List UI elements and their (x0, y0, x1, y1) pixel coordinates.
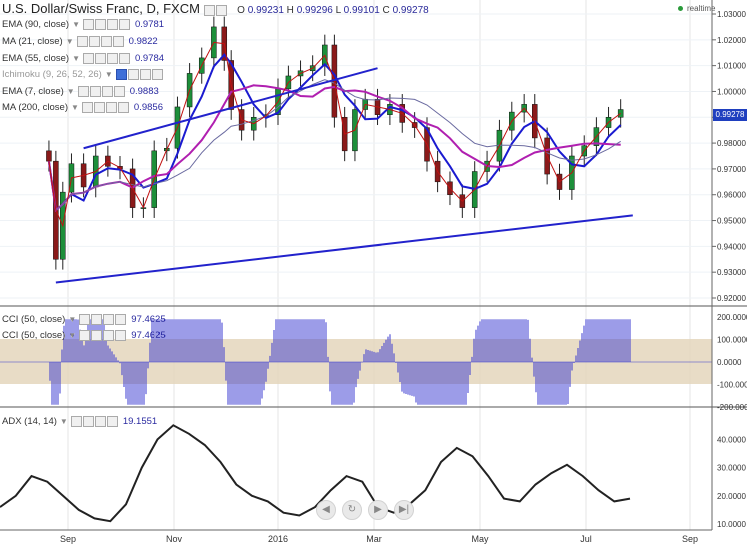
x-tick-label: 2016 (268, 534, 288, 544)
adx-label[interactable]: ADX (14, 14) ▼ 19.1551 (2, 416, 158, 428)
cci-tick-label: 100.0000 (717, 336, 747, 345)
indicator-ema55[interactable]: EMA (55, close) ▼ 0.9784 (2, 53, 165, 65)
candle-body (46, 150, 52, 162)
scroll-end-icon[interactable]: ▶| (394, 500, 414, 520)
price-tick-label: 0.96000 (717, 191, 746, 200)
adx-tick-label: 10.0000 (717, 520, 746, 529)
price-tick-label: 0.98000 (717, 139, 746, 148)
x-tick-label: Mar (366, 534, 382, 544)
adx-tick-label: 40.0000 (717, 435, 746, 444)
cci-tick-label: 0.0000 (717, 358, 742, 367)
indicator-ma200[interactable]: MA (200, close) ▼ 0.9856 (2, 102, 163, 114)
adx-tick-label: 20.0000 (717, 492, 746, 501)
indicator-ma21[interactable]: MA (21, close) ▼ 0.9822 (2, 36, 158, 48)
ma200-line (48, 79, 621, 212)
cci-label-1[interactable]: CCI (50, close) ▼ 97.4625 (2, 314, 166, 326)
trendline-lower (55, 214, 633, 284)
price-tick-label: 0.95000 (717, 217, 746, 226)
realtime-indicator: realtime (678, 4, 715, 13)
x-tick-label: Sep (682, 534, 698, 544)
scroll-right-icon[interactable]: ▶ (368, 500, 388, 520)
price-panel[interactable] (46, 16, 633, 284)
price-tick-label: 1.00000 (717, 87, 746, 96)
trendline-upper (83, 67, 378, 150)
cci-label-2[interactable]: CCI (50, close) ▼ 97.4625 (2, 330, 166, 342)
indicator-ichimoku[interactable]: Ichimoku (9, 26, 52, 26) ▼ (2, 69, 164, 80)
x-tick-label: Jul (580, 534, 592, 544)
header-buttons[interactable] (203, 2, 228, 17)
x-tick-label: Nov (166, 534, 183, 544)
cci-tick-label: -100.0000 (717, 381, 747, 390)
price-tick-label: 1.01000 (717, 62, 746, 71)
reset-icon[interactable]: ↻ (342, 500, 362, 520)
cci-tick-label: -200.0000 (717, 403, 747, 412)
ohlc-readout: O 0.99231 H 0.99296 L 0.99101 C 0.99278 (237, 5, 429, 16)
ma21-line (47, 53, 622, 213)
chart-header: U.S. Dollar/Swiss Franc, D, FXCM O 0.992… (2, 1, 429, 17)
price-tick-label: 0.94000 (717, 242, 746, 251)
price-tick-label: 0.97000 (717, 165, 746, 174)
ema7-line (48, 41, 621, 228)
adx-tick-label: 30.0000 (717, 464, 746, 473)
scroll-left-icon[interactable]: ◀ (316, 500, 336, 520)
price-tick-label: 1.03000 (717, 10, 746, 19)
adx-panel[interactable] (0, 424, 631, 523)
indicator-ema7[interactable]: EMA (7, close) ▼ 0.9883 (2, 86, 159, 98)
last-price-badge: 0.99278 (713, 109, 747, 121)
indicator-ema90[interactable]: EMA (90, close) ▼ 0.9781 (2, 19, 165, 31)
adx-line (0, 424, 631, 523)
price-tick-label: 0.92000 (717, 294, 746, 303)
cci-tick-label: 200.0000 (717, 313, 747, 322)
price-tick-label: 0.93000 (717, 268, 746, 277)
cci-panel[interactable] (0, 319, 712, 405)
symbol-title: U.S. Dollar/Swiss Franc, D, FXCM (2, 1, 200, 16)
price-tick-label: 1.02000 (717, 36, 746, 45)
live-dot-icon (678, 6, 683, 12)
x-tick-label: May (471, 534, 489, 544)
chart-navigation[interactable]: ◀ ↻ ▶ ▶| (316, 500, 414, 520)
x-tick-label: Sep (60, 534, 76, 544)
